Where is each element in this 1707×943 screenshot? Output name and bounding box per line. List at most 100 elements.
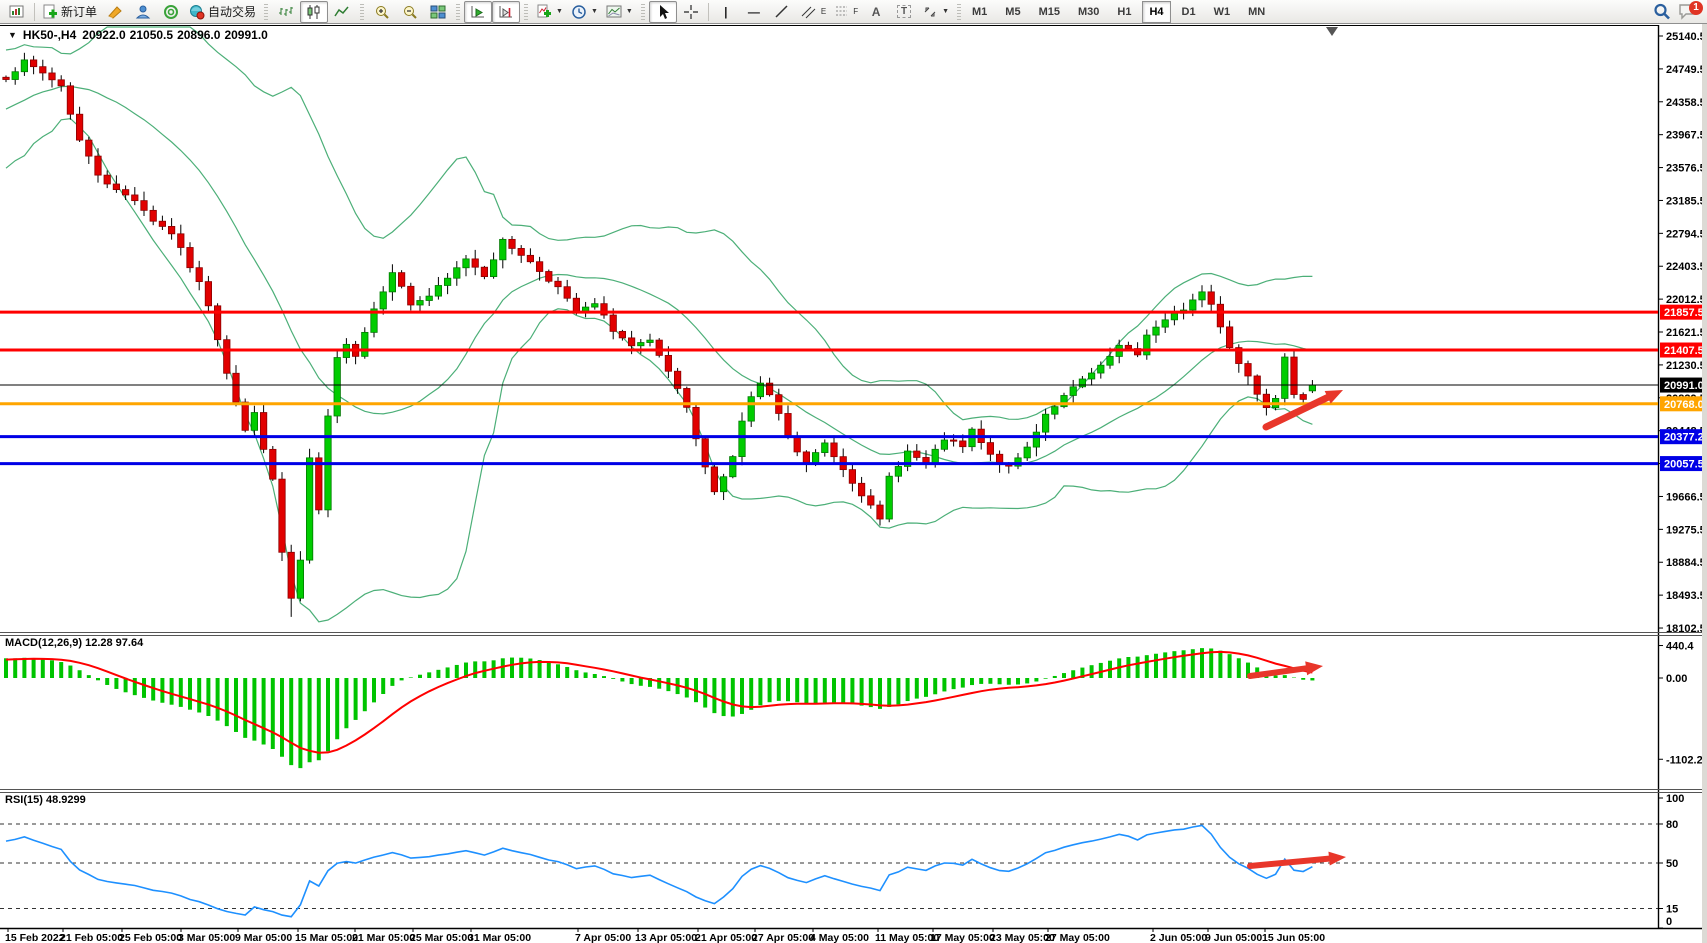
text-label-icon: T [897, 5, 912, 18]
search-icon[interactable] [1652, 2, 1672, 22]
tile-windows-icon [430, 5, 446, 18]
svg-text:0: 0 [1666, 916, 1672, 928]
cursor-icon [659, 4, 669, 19]
zoom-out-button[interactable] [396, 1, 424, 23]
crosshair-button[interactable] [677, 1, 705, 23]
timeframe-button-m15[interactable]: M15 [1038, 5, 1060, 18]
svg-text:50: 50 [1666, 858, 1678, 870]
svg-text:20057.5: 20057.5 [1664, 459, 1704, 471]
timeframe-button-w1[interactable]: W1 [1213, 5, 1231, 18]
svg-text:22403.5: 22403.5 [1666, 261, 1706, 273]
candlestick-button[interactable] [300, 0, 329, 23]
horizontal-line-button[interactable]: — [740, 1, 768, 23]
text-label-button[interactable]: T [890, 1, 918, 23]
new-order-button[interactable]: 新订单 [38, 1, 101, 23]
svg-text:19666.5: 19666.5 [1666, 491, 1706, 503]
svg-text:18493.5: 18493.5 [1666, 590, 1706, 602]
new-chart-button[interactable] [3, 1, 31, 23]
text-icon: A [871, 4, 881, 19]
crayon-icon [108, 5, 122, 19]
arrows-tool-button[interactable]: ▼ [918, 1, 953, 23]
zoom-in-button[interactable] [368, 1, 396, 23]
toolbar-grip [456, 3, 461, 20]
svg-text:23967.5: 23967.5 [1666, 130, 1706, 142]
svg-text:25140.5: 25140.5 [1666, 31, 1706, 43]
chart-title: ▼ HK50-,H4 20922.0 21050.5 20896.0 20991… [8, 28, 268, 42]
zoom-out-icon [404, 5, 417, 19]
vertical-line-icon: | [724, 4, 728, 19]
svg-text:2 Jun 05:00: 2 Jun 05:00 [1150, 932, 1207, 943]
svg-text:23 May 05:00: 23 May 05:00 [990, 932, 1055, 943]
auto-scroll-button[interactable] [464, 0, 493, 23]
shift-marker [1326, 27, 1338, 36]
symbol-dropdown-icon[interactable]: ▼ [8, 30, 17, 40]
tile-windows-button[interactable] [424, 1, 452, 23]
svg-text:21230.5: 21230.5 [1666, 360, 1706, 372]
timeframe-button-d1[interactable]: D1 [1181, 5, 1196, 18]
svg-text:21621.5: 21621.5 [1666, 327, 1706, 339]
price-chart-svg[interactable]: 25140.5 24749.5 24358.5 23967.5 23576.5 23185… [0, 24, 1707, 943]
chart-canvas[interactable]: 25140.5 24749.5 24358.5 23967.5 23576.5 23185… [0, 24, 1707, 943]
macd-pane [4, 648, 1315, 769]
line-chart-button[interactable] [328, 1, 356, 23]
line-chart-icon [334, 6, 349, 16]
community-button[interactable] [129, 1, 157, 23]
svg-text:13 Apr 05:00: 13 Apr 05:00 [635, 932, 697, 943]
indicators-button[interactable]: ▼ [532, 1, 567, 23]
toolbar-grip [957, 3, 962, 20]
cursor-button[interactable] [648, 0, 677, 23]
svg-text:27 May 05:00: 27 May 05:00 [1045, 932, 1110, 943]
autotrading-label: 自动交易 [208, 5, 257, 19]
arrows-tool-icon [924, 7, 936, 16]
fibonacci-letter: F [853, 7, 859, 16]
vertical-line-button[interactable]: | [712, 1, 740, 23]
fibonacci-button[interactable]: F [830, 1, 862, 23]
channel-letter: E [820, 7, 827, 16]
market-watch-button[interactable] [157, 1, 185, 23]
chevron-down-icon: ▼ [556, 8, 563, 15]
svg-text:27 Apr 05:00: 27 Apr 05:00 [752, 932, 814, 943]
channel-button[interactable]: E [796, 1, 830, 23]
svg-text:21857.5: 21857.5 [1664, 307, 1704, 319]
svg-text:17 May 05:00: 17 May 05:00 [930, 932, 995, 943]
channel-icon [801, 6, 816, 18]
svg-text:24358.5: 24358.5 [1666, 97, 1706, 109]
timeframe-button-h4[interactable]: H4 [1142, 0, 1171, 23]
new-order-label: 新订单 [61, 5, 98, 19]
separator [707, 2, 709, 21]
right-gutter [1702, 24, 1707, 943]
chat-button[interactable]: 1 [1678, 0, 1703, 22]
bar-chart-button[interactable] [272, 1, 300, 23]
timeframe-button-m30[interactable]: M30 [1077, 5, 1100, 18]
window-gutter [1702, 24, 1707, 943]
timeframe-button-m5[interactable]: M5 [1005, 5, 1021, 18]
timeframe-button-h1[interactable]: H1 [1117, 5, 1132, 18]
person-icon [135, 5, 151, 18]
chevron-down-icon: ▼ [625, 8, 633, 15]
svg-text:15 Jun 05:00: 15 Jun 05:00 [1262, 932, 1325, 943]
crosshair-icon [683, 4, 698, 19]
toolbar-grip [640, 3, 645, 20]
svg-text:0.00: 0.00 [1666, 673, 1687, 685]
templates-button[interactable]: ▼ [602, 1, 637, 23]
svg-text:9 Mar 05:00: 9 Mar 05:00 [235, 932, 292, 943]
toolbar-right: 1 [1652, 0, 1704, 22]
metaeditor-button[interactable] [101, 1, 129, 23]
trendline-button[interactable] [768, 1, 796, 23]
svg-text:21 Feb 05:00: 21 Feb 05:00 [60, 932, 123, 943]
ohlc-high: 21050.5 [129, 28, 174, 42]
periods-button[interactable]: ▼ [567, 1, 602, 23]
new-order-icon [43, 4, 57, 18]
text-button[interactable]: A [862, 1, 890, 23]
autotrading-button[interactable]: 自动交易 [185, 1, 260, 23]
chart-shift-button[interactable] [492, 0, 521, 23]
timeframe-button-m1[interactable]: M1 [972, 5, 988, 18]
ohlc-close: 20991.0 [224, 28, 268, 42]
timeframe-button-mn[interactable]: MN [1248, 5, 1266, 18]
toolbar-grip [524, 3, 529, 20]
svg-text:22012.5: 22012.5 [1666, 294, 1706, 306]
chart-borders [0, 25, 1707, 930]
separator [34, 2, 35, 21]
svg-text:18102.5: 18102.5 [1666, 623, 1706, 635]
